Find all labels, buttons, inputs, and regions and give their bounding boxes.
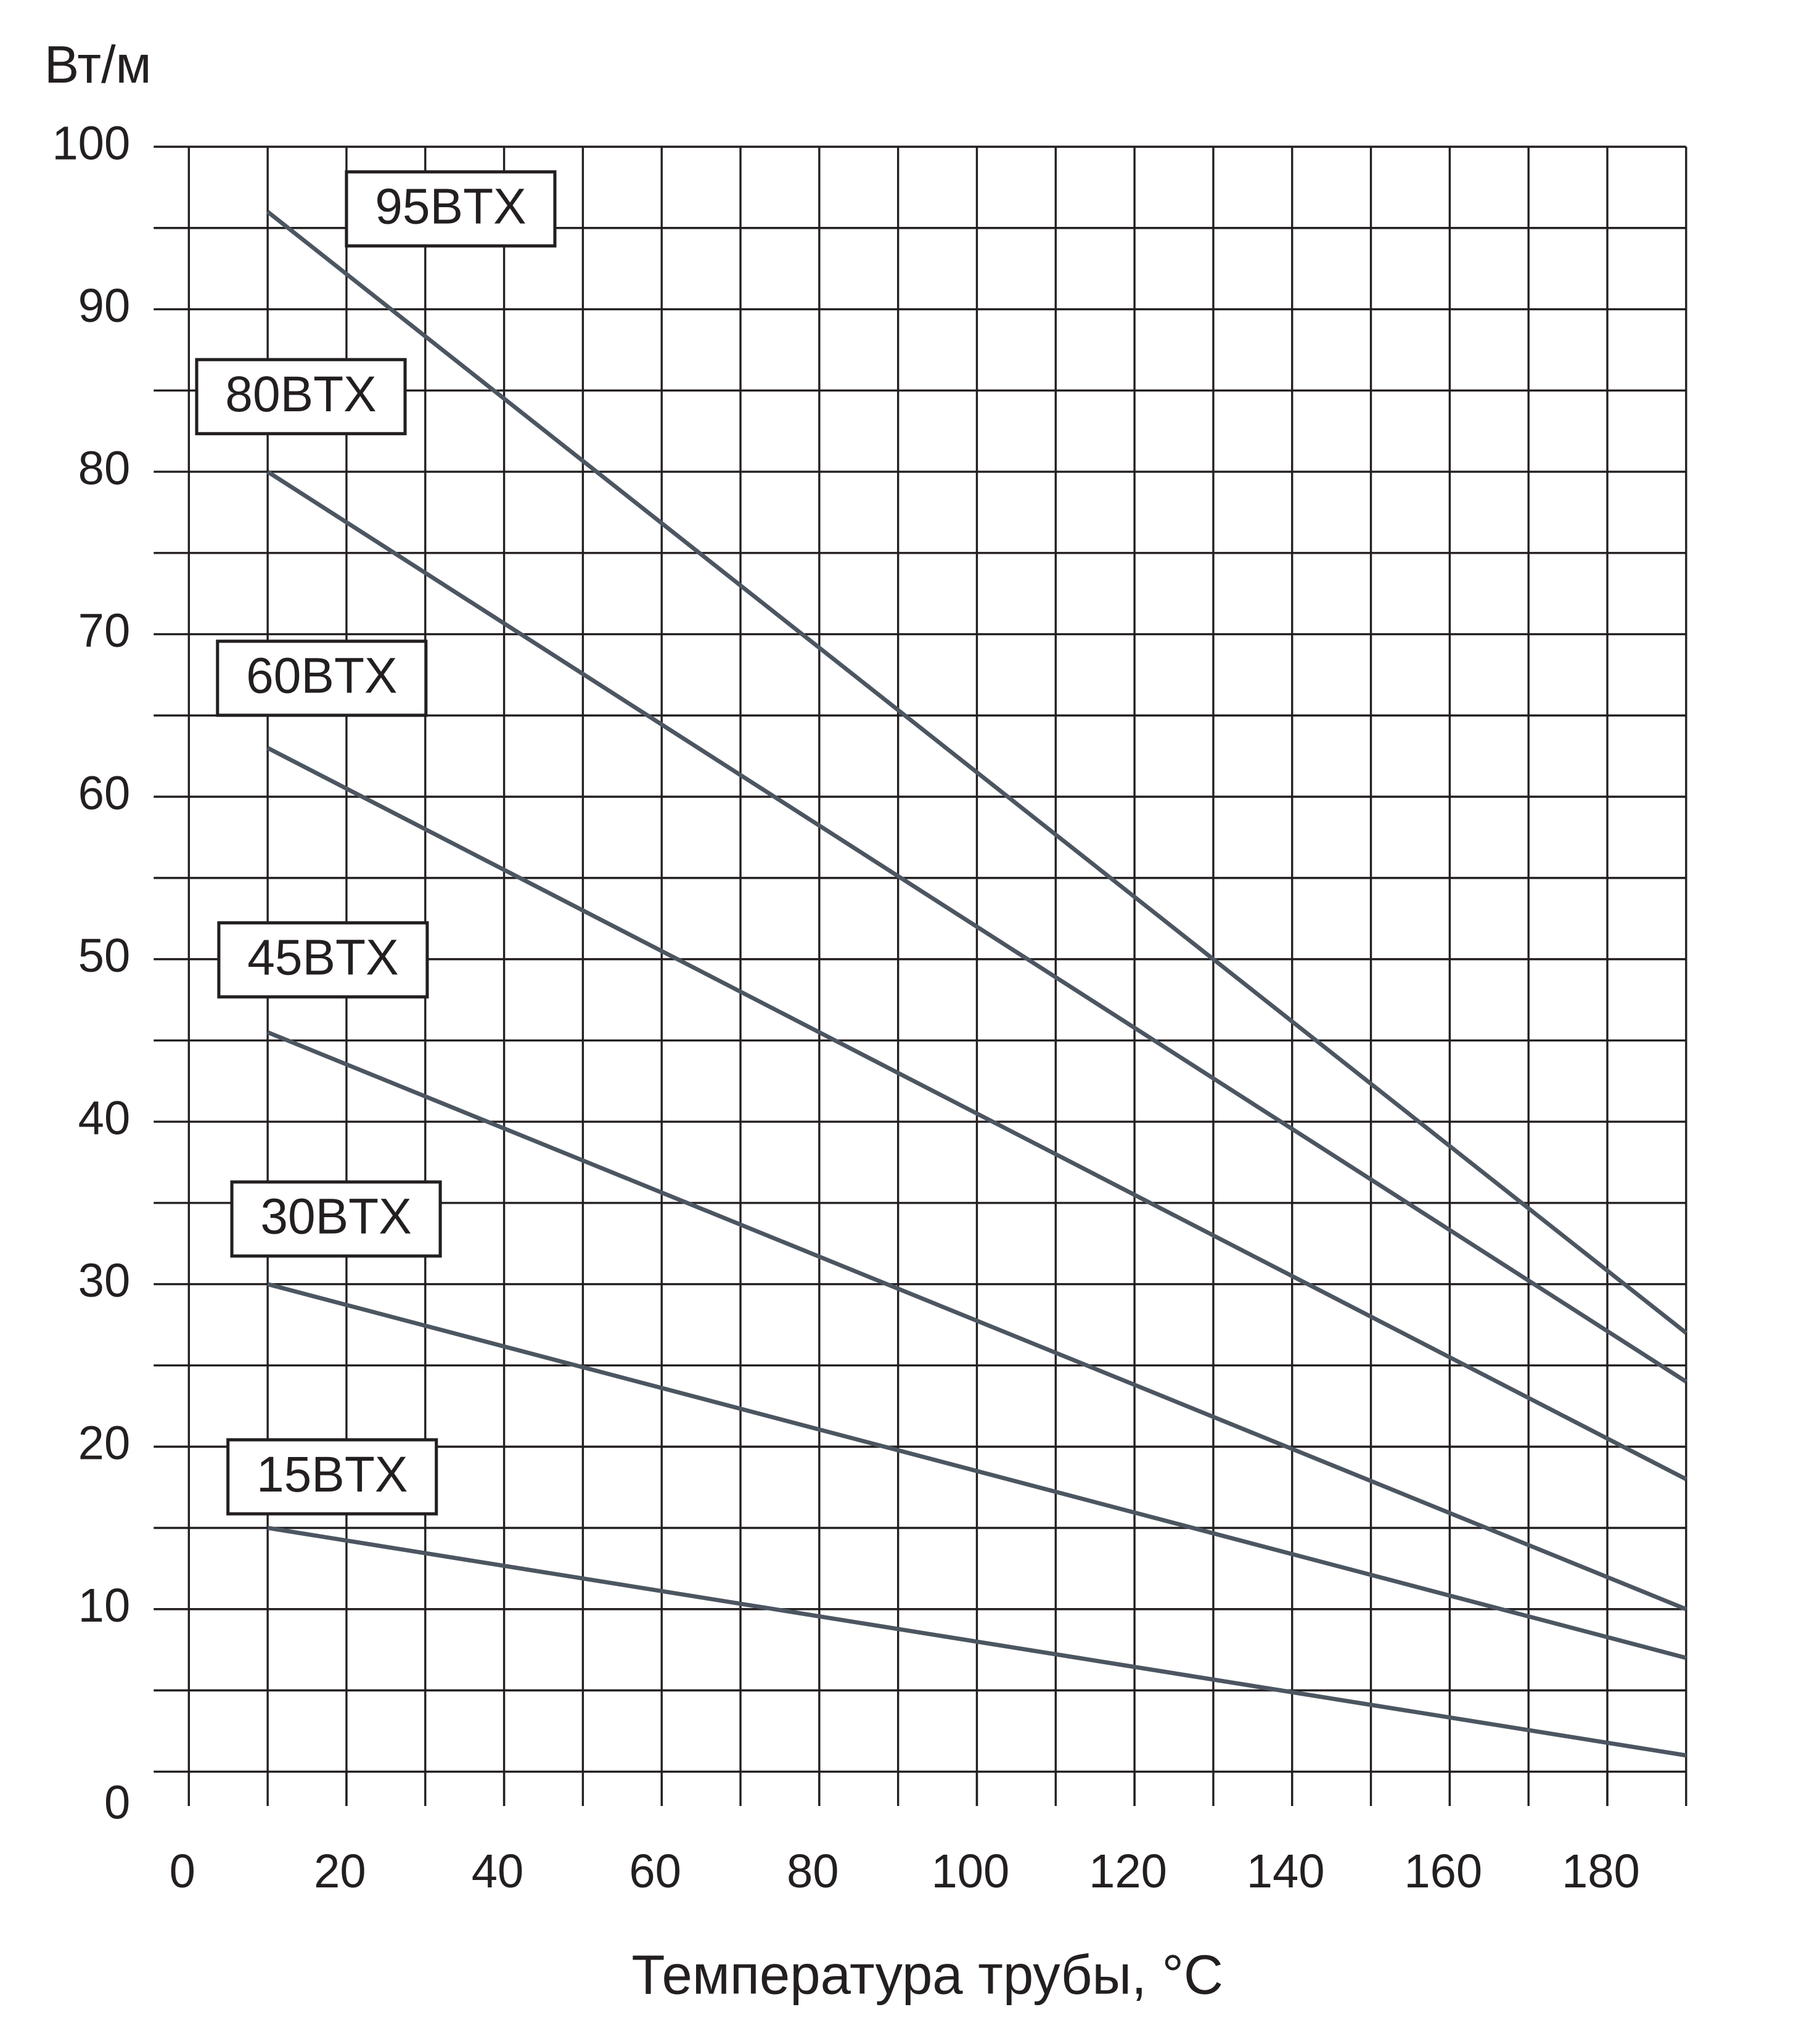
y-tick-label: 30 [78,1255,131,1308]
x-tick-label: 160 [1404,1845,1482,1898]
series-line [266,470,1687,1384]
x-tick-label: 80 [787,1845,839,1898]
x-tick-label: 20 [314,1845,366,1898]
series-line [266,746,1687,1481]
legend-label: 45BTX [247,930,398,986]
legend-box [230,1180,442,1258]
series-line [267,1282,1687,1660]
y-tick-label: 80 [78,442,131,495]
legend-box [216,639,428,717]
y-tick-label: 90 [78,279,131,332]
y-tick-label: 0 [104,1776,130,1829]
y-tick-label: 100 [52,117,130,170]
legend-label: 60BTX [246,648,397,704]
y-axis-title: Вт/м [44,36,152,95]
y-tick-label: 50 [78,930,131,983]
y-tick-label: 20 [78,1417,131,1470]
legend-box [195,358,407,435]
x-axis-title: Температура трубы, °C [631,1943,1223,2006]
series-line [266,1030,1687,1611]
y-tick-label: 10 [78,1580,131,1633]
x-tick-label: 100 [931,1845,1009,1898]
legend-label: 30BTX [260,1189,411,1245]
legend-box [226,1438,438,1516]
series-line [266,210,1687,1335]
x-tick-label: 180 [1562,1845,1640,1898]
x-tick-label: 40 [472,1845,524,1898]
x-tick-label: 120 [1089,1845,1167,1898]
x-tick-label: 60 [629,1845,681,1898]
y-tick-label: 70 [78,604,131,657]
legend-label: 95BTX [375,179,526,235]
x-tick-label: 0 [170,1845,195,1898]
legend-label: 80BTX [225,366,376,422]
legend-box [217,921,429,999]
x-tick-label: 140 [1247,1845,1325,1898]
legend-label: 15BTX [256,1447,408,1503]
y-tick-label: 40 [78,1092,131,1145]
legend-box [345,170,557,248]
y-tick-label: 60 [78,767,131,820]
series-line [267,1525,1687,1758]
